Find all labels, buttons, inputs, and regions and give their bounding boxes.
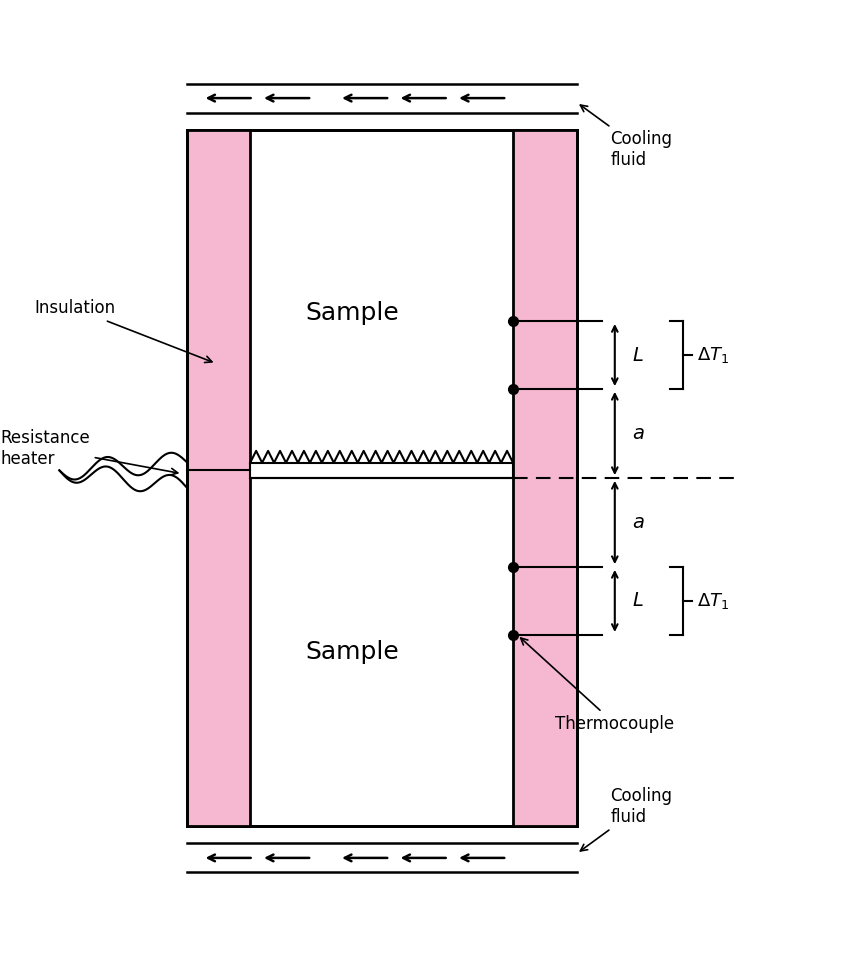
Text: Sample: Sample (305, 300, 399, 325)
Text: $\Delta T_1$: $\Delta T_1$ (697, 591, 729, 611)
Text: $L$: $L$ (632, 592, 644, 611)
Bar (250, 463, 513, 478)
Text: $\Delta T_1$: $\Delta T_1$ (697, 345, 729, 365)
Text: Insulation: Insulation (34, 299, 212, 362)
Bar (513, 130, 577, 826)
Text: $a$: $a$ (632, 513, 644, 532)
Text: Cooling
fluid: Cooling fluid (580, 105, 672, 169)
Text: Cooling
fluid: Cooling fluid (580, 787, 672, 851)
Text: Resistance
heater: Resistance heater (0, 429, 178, 475)
Text: $a$: $a$ (632, 424, 644, 443)
Text: $L$: $L$ (632, 345, 644, 364)
Bar (187, 130, 250, 826)
Text: Sample: Sample (305, 640, 399, 663)
Text: Thermocouple: Thermocouple (521, 638, 674, 733)
Bar (187, 130, 577, 826)
